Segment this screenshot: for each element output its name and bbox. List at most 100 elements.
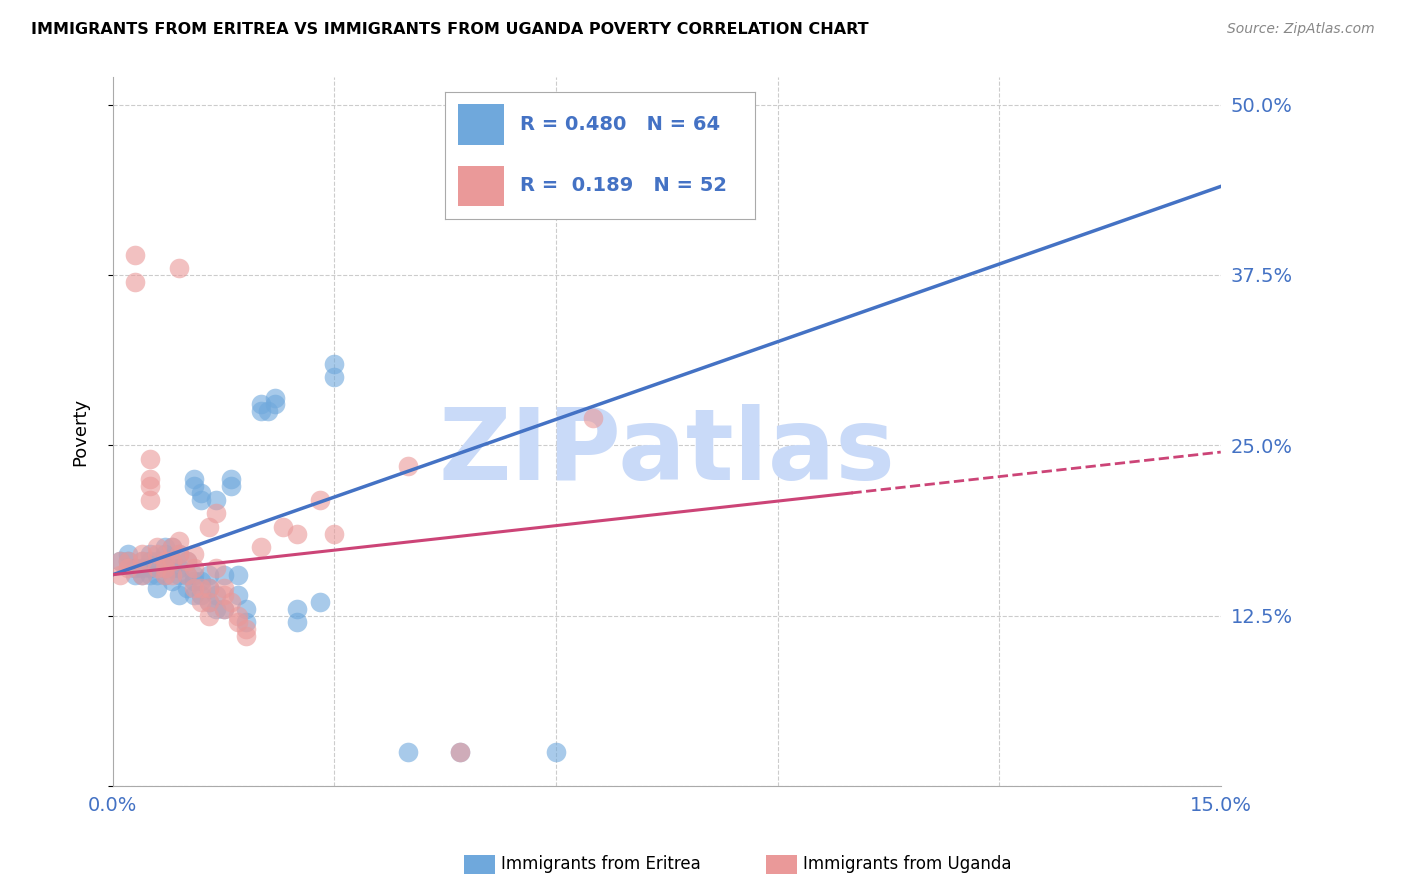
- Point: [323, 526, 346, 541]
- Point: [212, 567, 235, 582]
- Y-axis label: Poverty: Poverty: [72, 398, 89, 466]
- Point: [235, 601, 257, 615]
- Point: [235, 622, 257, 636]
- Point: [205, 561, 228, 575]
- Point: [183, 582, 205, 596]
- Point: [153, 567, 176, 582]
- Point: [139, 567, 162, 582]
- Point: [205, 492, 228, 507]
- Point: [235, 629, 257, 643]
- Point: [169, 261, 191, 276]
- Point: [110, 554, 132, 568]
- Point: [183, 567, 205, 582]
- Point: [183, 588, 205, 602]
- Point: [146, 582, 169, 596]
- Point: [287, 601, 309, 615]
- Point: [183, 479, 205, 493]
- Point: [146, 547, 169, 561]
- Point: [160, 561, 183, 575]
- Point: [139, 561, 162, 575]
- Point: [131, 554, 153, 568]
- Point: [219, 472, 242, 486]
- Point: [212, 601, 235, 615]
- Point: [160, 554, 183, 568]
- Point: [198, 595, 221, 609]
- Point: [160, 574, 183, 589]
- Point: [139, 554, 162, 568]
- Point: [124, 567, 146, 582]
- Point: [198, 595, 221, 609]
- Point: [131, 554, 153, 568]
- Point: [169, 547, 191, 561]
- Point: [169, 561, 191, 575]
- Point: [183, 561, 205, 575]
- Point: [176, 567, 198, 582]
- Point: [153, 547, 176, 561]
- Point: [212, 601, 235, 615]
- Point: [139, 547, 162, 561]
- Point: [146, 541, 169, 555]
- Point: [160, 554, 183, 568]
- Point: [449, 745, 471, 759]
- Point: [176, 567, 198, 582]
- Point: [124, 561, 146, 575]
- Point: [146, 567, 169, 582]
- Point: [139, 472, 162, 486]
- Point: [139, 451, 162, 466]
- Point: [264, 391, 287, 405]
- Point: [198, 608, 221, 623]
- Point: [228, 567, 250, 582]
- Point: [249, 397, 271, 411]
- Point: [205, 601, 228, 615]
- Point: [190, 486, 212, 500]
- Text: Immigrants from Eritrea: Immigrants from Eritrea: [501, 855, 700, 873]
- Point: [249, 541, 271, 555]
- Point: [287, 615, 309, 630]
- Point: [117, 554, 139, 568]
- Point: [308, 492, 330, 507]
- Point: [131, 567, 153, 582]
- Point: [228, 615, 250, 630]
- Point: [582, 411, 605, 425]
- Point: [153, 567, 176, 582]
- Point: [205, 588, 228, 602]
- Point: [219, 595, 242, 609]
- Point: [183, 574, 205, 589]
- Point: [131, 547, 153, 561]
- Point: [110, 554, 132, 568]
- Point: [139, 492, 162, 507]
- Text: Immigrants from Uganda: Immigrants from Uganda: [803, 855, 1011, 873]
- Point: [183, 472, 205, 486]
- Point: [198, 520, 221, 534]
- Point: [323, 357, 346, 371]
- Point: [169, 547, 191, 561]
- Point: [153, 561, 176, 575]
- Point: [160, 567, 183, 582]
- Point: [146, 561, 169, 575]
- Point: [212, 588, 235, 602]
- Point: [257, 404, 280, 418]
- Point: [176, 554, 198, 568]
- Point: [235, 615, 257, 630]
- Point: [153, 554, 176, 568]
- Point: [271, 520, 294, 534]
- Point: [176, 554, 198, 568]
- Point: [198, 582, 221, 596]
- Point: [160, 541, 183, 555]
- Point: [153, 561, 176, 575]
- Point: [169, 533, 191, 548]
- Point: [190, 574, 212, 589]
- Point: [117, 554, 139, 568]
- Point: [117, 561, 139, 575]
- Point: [323, 370, 346, 384]
- Point: [131, 567, 153, 582]
- Point: [169, 588, 191, 602]
- Point: [153, 541, 176, 555]
- Point: [249, 404, 271, 418]
- Point: [396, 745, 419, 759]
- Point: [228, 588, 250, 602]
- Point: [124, 275, 146, 289]
- Point: [544, 745, 567, 759]
- Point: [146, 554, 169, 568]
- Point: [264, 397, 287, 411]
